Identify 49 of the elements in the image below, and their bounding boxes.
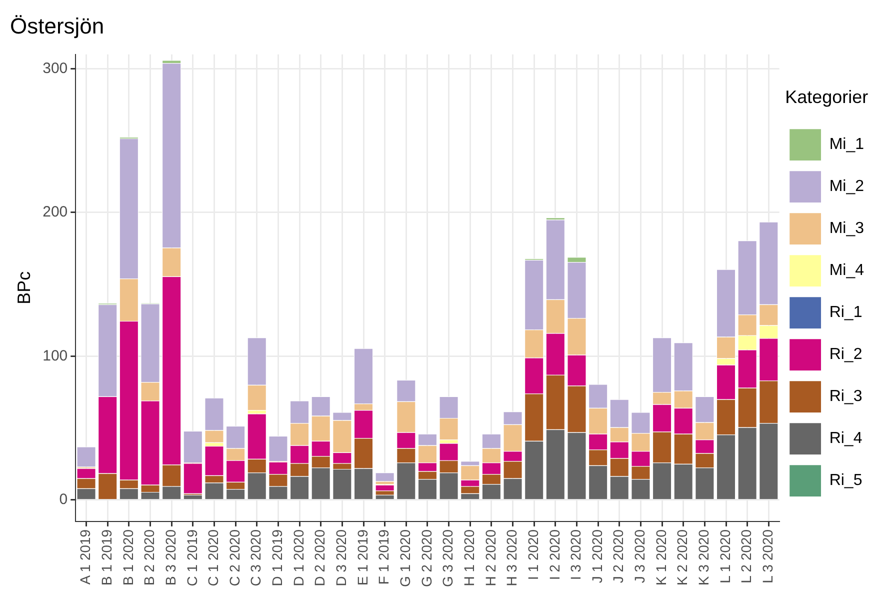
chart-title: Östersjön [10,13,104,38]
x-tick-label: K 1 2020 [652,529,669,586]
x-tick-label: H 3 2020 [504,529,520,586]
x-tick-label: C 2 2020 [226,529,242,586]
x-tick-label: H 1 2020 [460,529,477,586]
x-tick-label: K 3 2020 [696,529,712,586]
legend-label: Ri_2 [829,346,862,364]
x-tick-label: H 2 2020 [482,529,498,586]
x-tick-label: B 2 2020 [141,529,158,586]
x-tick-label: D 1 2020 [290,529,306,586]
y-tick-label: 300 [42,60,68,77]
x-tick-label: B 1 2020 [120,529,136,586]
legend-label: Mi_2 [829,178,864,196]
x-tick-label: K 2 2020 [674,529,690,586]
y-tick-label: 100 [42,347,68,364]
y-tick-label: 0 [59,490,68,508]
y-axis-title: BPc [14,271,34,304]
x-tick-label: D 3 2020 [333,529,350,586]
x-tick-label: B 3 2020 [162,529,178,586]
x-tick-label: I 3 2020 [568,529,584,580]
legend-label: Ri_1 [829,304,862,322]
legend-label: Mi_4 [829,262,864,280]
x-tick-label: F 1 2019 [376,529,392,585]
y-tick-label: 200 [42,204,68,221]
legend-label: Mi_1 [829,136,864,154]
x-tick-label: D 2 2020 [312,529,328,586]
x-tick-label: C 1 2019 [184,529,200,586]
x-tick-label: J 1 2020 [588,529,605,584]
x-tick-label: B 1 2019 [98,529,114,586]
legend-label: Ri_4 [829,430,862,448]
legend-label: Ri_5 [829,472,862,490]
x-tick-label: E 1 2019 [354,529,370,586]
x-tick-label: I 1 2020 [524,529,541,580]
x-tick-label: D 1 2019 [269,529,286,586]
x-tick-label: G 2 2020 [418,529,434,588]
x-tick-label: G 3 2020 [440,529,456,588]
x-tick-label: L 3 2020 [760,529,776,584]
x-tick-label: J 2 2020 [610,529,626,584]
x-tick-label: A 1 2019 [77,529,94,585]
x-tick-label: C 3 2020 [248,529,264,586]
x-tick-label: G 1 2020 [397,529,414,588]
x-tick-label: C 1 2020 [205,529,222,586]
x-tick-label: I 2 2020 [546,529,562,580]
x-tick-label: J 3 2020 [632,529,648,584]
legend-label: Ri_3 [829,388,862,406]
legend-title: Kategorier [785,87,868,108]
legend-label: Mi_3 [829,220,864,238]
x-tick-label: L 2 2020 [738,529,754,584]
x-tick-label: L 1 2020 [716,529,733,584]
